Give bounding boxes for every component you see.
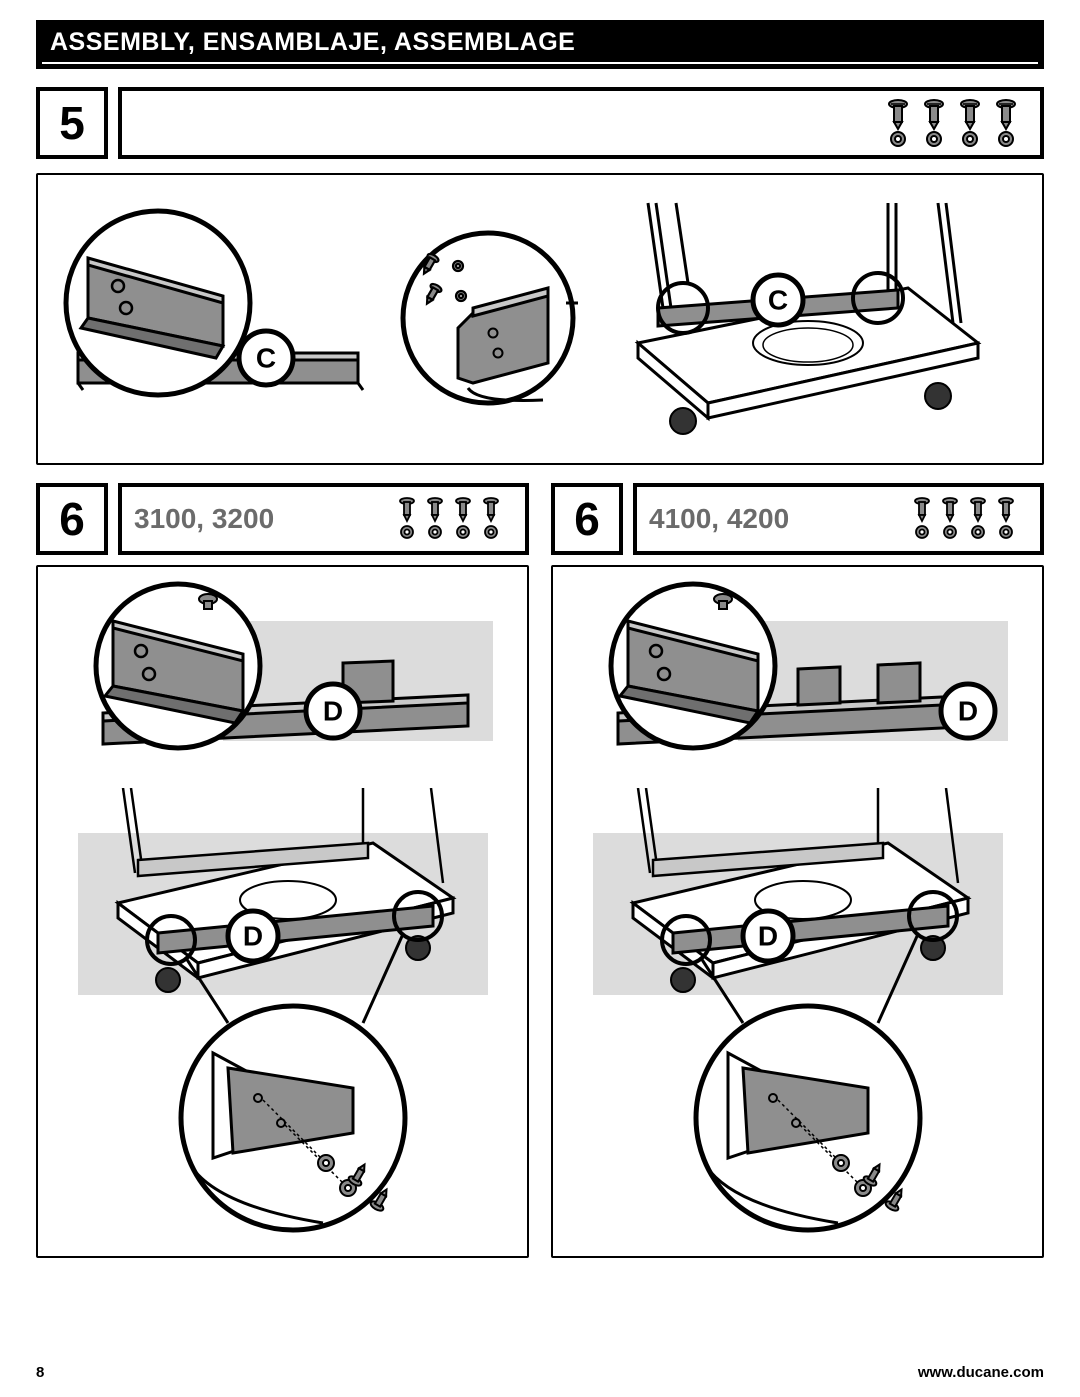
step-6-right-content: D D	[551, 565, 1044, 1258]
cart-diagram-step5: C	[578, 193, 998, 443]
hardware-icon-set	[878, 99, 1028, 147]
header-title: ASSEMBLY, ENSAMBLAJE, ASSEMBLAGE	[50, 28, 575, 56]
label-d-left-1: D	[322, 696, 342, 727]
step-6-left-models: 3100, 3200	[134, 503, 274, 535]
label-d-right-2: D	[757, 921, 777, 952]
label-d-left-2: D	[242, 921, 262, 952]
step-5-bar	[118, 87, 1044, 159]
step-6-right-number: 6	[551, 483, 623, 555]
step-6-left-number: 6	[36, 483, 108, 555]
page-header: ASSEMBLY, ENSAMBLAJE, ASSEMBLAGE	[36, 20, 1044, 69]
page-footer: 8 www.ducane.com	[36, 1364, 1044, 1381]
step-6-left-bar: 3100, 3200	[118, 483, 529, 555]
cart-detail-left: D	[63, 788, 503, 1238]
step-6-right-bar: 4100, 4200	[633, 483, 1044, 555]
step-6-left-content: D	[36, 565, 529, 1258]
step-6-right-models: 4100, 4200	[649, 503, 789, 535]
hardware-icon-set-sm-2	[908, 497, 1028, 541]
step-6-left: 6 3100, 3200	[36, 483, 529, 1258]
label-d-right-1: D	[957, 696, 977, 727]
rail-d-diagram-left: D	[63, 581, 503, 776]
page-number: 8	[36, 1364, 44, 1381]
rail-d-diagram-right: D	[578, 581, 1018, 776]
cart-detail-right: D	[578, 788, 1018, 1238]
step-5-hardware-icons	[878, 99, 1028, 147]
step-5-diagram: C	[36, 173, 1044, 465]
label-c-2: C	[768, 285, 788, 316]
rail-c-diagram: C	[48, 208, 388, 428]
step-6-right: 6 4100, 4200	[551, 483, 1044, 1258]
screw-detail-circle	[388, 208, 578, 428]
hardware-icon-set-sm	[393, 497, 513, 541]
label-c: C	[256, 343, 276, 374]
footer-url: www.ducane.com	[918, 1364, 1044, 1381]
step-6-row: 6 3100, 3200	[36, 483, 1044, 1258]
step-5-header: 5	[36, 87, 1044, 159]
step-5-number: 5	[36, 87, 108, 159]
